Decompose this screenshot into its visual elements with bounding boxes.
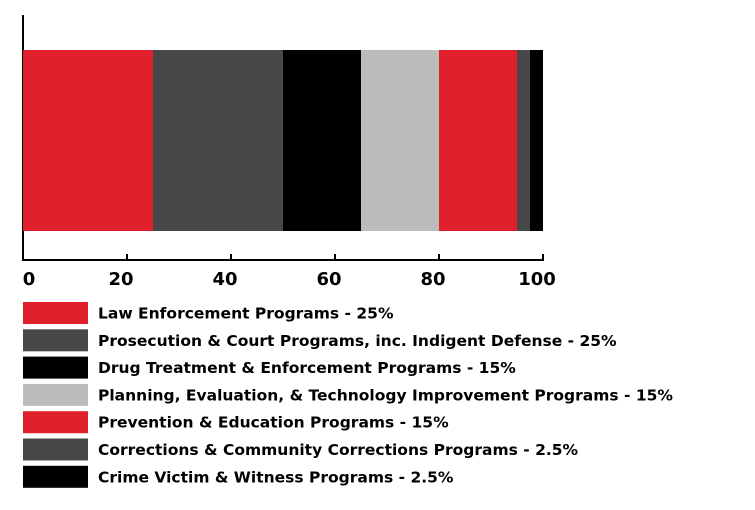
bar-segment — [361, 50, 439, 231]
legend-swatch — [23, 356, 88, 379]
x-tick-label: 100 — [518, 269, 556, 290]
legend-label: Planning, Evaluation, & Technology Impro… — [98, 386, 673, 404]
legend-label: Drug Treatment & Enforcement Programs - … — [98, 359, 516, 377]
bar-segment — [283, 50, 361, 231]
legend-swatch — [23, 465, 88, 488]
x-tick-label: 20 — [108, 269, 133, 290]
x-tick-label: 80 — [420, 269, 445, 290]
bar-segment — [23, 50, 153, 231]
legend-swatch — [23, 411, 88, 434]
x-tick-label: 0 — [23, 269, 36, 290]
bar-segment — [153, 50, 283, 231]
x-tick-label: 60 — [316, 269, 341, 290]
bar-segment — [439, 50, 517, 231]
x-tick-label: 40 — [212, 269, 237, 290]
legend-label: Prevention & Education Programs - 15% — [98, 414, 449, 432]
legend-swatch — [23, 329, 88, 352]
legend-swatch — [23, 438, 88, 461]
legend-label: Law Enforcement Programs - 25% — [98, 305, 394, 323]
legend-label: Crime Victim & Witness Programs - 2.5% — [98, 468, 454, 486]
legend-swatch — [23, 383, 88, 406]
bar-segment — [530, 50, 543, 231]
legend-label: Corrections & Community Corrections Prog… — [98, 441, 579, 459]
legend-swatch — [23, 302, 88, 324]
bar-segment — [517, 50, 530, 231]
legend-label: Prosecution & Court Programs, inc. Indig… — [98, 332, 617, 350]
